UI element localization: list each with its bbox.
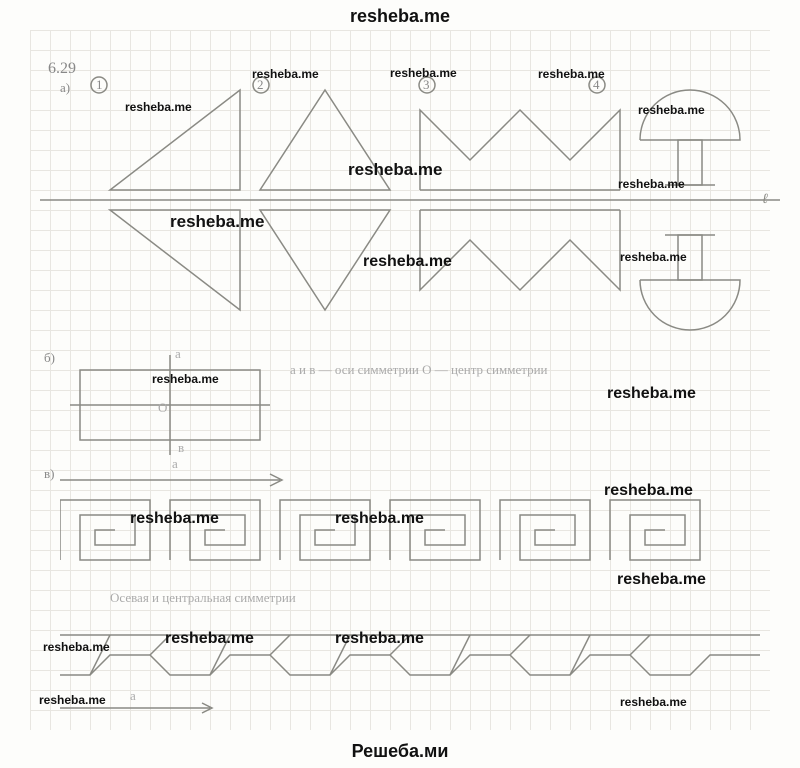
- watermark: resheba.me: [620, 250, 687, 264]
- part-v-label: в): [44, 466, 54, 482]
- watermark: resheba.me: [390, 66, 457, 80]
- brand-bottom: Решеба.ми: [0, 741, 800, 762]
- axis-b: в: [178, 440, 184, 456]
- brand-top: resheba.me: [0, 6, 800, 27]
- watermark: resheba.me: [620, 695, 687, 709]
- watermark: resheba.me: [125, 100, 192, 114]
- vec-a-label: a: [172, 456, 178, 472]
- watermark: resheba.me: [538, 67, 605, 81]
- watermark: resheba.me: [39, 693, 106, 707]
- axis-a: a: [175, 346, 181, 362]
- watermark: resheba.me: [363, 253, 452, 271]
- vector-a: [60, 470, 290, 490]
- watermark: resheba.me: [638, 103, 705, 117]
- watermark: resheba.me: [335, 510, 424, 528]
- axis-l-label: ℓ: [762, 192, 768, 208]
- watermark: resheba.me: [335, 630, 424, 648]
- watermark: resheba.me: [617, 571, 706, 589]
- watermark: resheba.me: [130, 510, 219, 528]
- part-v-text: Осевая и центральная симметрии: [110, 590, 540, 606]
- spiral-frieze: [60, 490, 760, 570]
- watermark: resheba.me: [152, 372, 219, 386]
- origin-o: O: [158, 400, 167, 416]
- watermark: resheba.me: [165, 630, 254, 648]
- part-b-label: б): [44, 350, 55, 366]
- watermark: resheba.me: [43, 640, 110, 654]
- watermark: resheba.me: [618, 177, 685, 191]
- watermark: resheba.me: [607, 385, 696, 403]
- watermark: resheba.me: [604, 482, 693, 500]
- watermark: resheba.me: [348, 160, 443, 180]
- part-b-text: а и в — оси симметрии О — центр симметри…: [290, 360, 590, 380]
- vec-a-label-2: a: [130, 688, 136, 704]
- watermark: resheba.me: [252, 67, 319, 81]
- watermark: resheba.me: [170, 212, 265, 232]
